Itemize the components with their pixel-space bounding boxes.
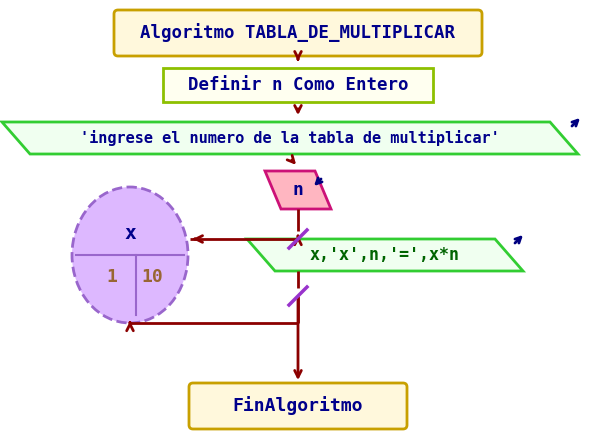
Text: 10: 10: [141, 268, 163, 286]
Polygon shape: [265, 171, 331, 209]
Text: 'ingrese el numero de la tabla de multiplicar': 'ingrese el numero de la tabla de multip…: [80, 130, 500, 146]
Text: x,'x',n,'=',x*n: x,'x',n,'=',x*n: [310, 246, 460, 264]
Text: Algoritmo TABLA_DE_MULTIPLICAR: Algoritmo TABLA_DE_MULTIPLICAR: [141, 23, 455, 43]
Ellipse shape: [72, 187, 188, 323]
FancyBboxPatch shape: [114, 10, 482, 56]
Polygon shape: [2, 122, 578, 154]
Text: FinAlgoritmo: FinAlgoritmo: [233, 396, 363, 415]
Text: 1: 1: [107, 268, 117, 286]
Text: Definir n Como Entero: Definir n Como Entero: [188, 76, 408, 94]
Polygon shape: [247, 239, 523, 271]
Bar: [163, 68, 433, 102]
Text: x: x: [124, 224, 136, 242]
FancyBboxPatch shape: [189, 383, 407, 429]
Text: n: n: [293, 181, 303, 199]
